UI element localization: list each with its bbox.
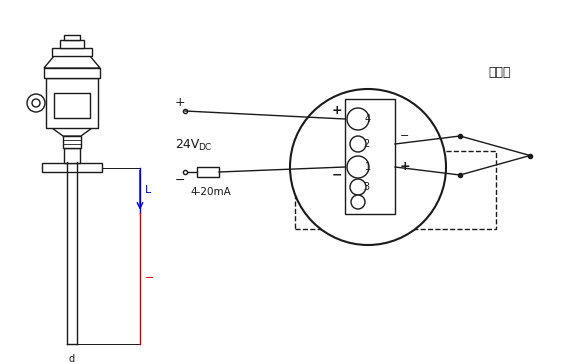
Text: 1: 1	[365, 162, 371, 172]
Circle shape	[351, 195, 365, 209]
Bar	[197, 167, 219, 177]
Text: 24V: 24V	[175, 138, 199, 151]
Bar	[64, 148, 80, 163]
Circle shape	[27, 94, 45, 112]
Text: +: +	[400, 160, 411, 173]
Text: −: −	[400, 131, 409, 141]
Text: −: −	[175, 173, 185, 186]
Bar	[64, 35, 80, 40]
Text: d: d	[69, 354, 75, 362]
Bar	[54, 93, 90, 118]
Bar	[42, 163, 102, 172]
Polygon shape	[52, 128, 92, 136]
Circle shape	[350, 179, 366, 195]
Bar	[52, 48, 92, 56]
Text: +: +	[175, 97, 186, 109]
Text: L: L	[145, 185, 151, 195]
Text: −: −	[332, 168, 342, 181]
Text: −: −	[145, 273, 154, 283]
Circle shape	[290, 89, 446, 245]
Text: 3: 3	[363, 182, 369, 192]
Bar	[345, 99, 395, 214]
Circle shape	[347, 108, 369, 130]
Bar	[46, 78, 98, 128]
Circle shape	[347, 156, 369, 178]
Polygon shape	[44, 56, 100, 68]
Text: +: +	[332, 105, 342, 118]
Circle shape	[350, 136, 366, 152]
Text: 2: 2	[363, 139, 369, 149]
Text: 4: 4	[365, 114, 371, 124]
Text: 4-20mA: 4-20mA	[190, 187, 231, 197]
Text: DC: DC	[198, 143, 211, 152]
Bar	[44, 68, 100, 78]
Bar	[63, 136, 81, 148]
Bar	[60, 40, 84, 48]
Text: 热电偶: 热电偶	[488, 66, 510, 79]
Bar	[295, 151, 496, 229]
Circle shape	[32, 99, 40, 107]
